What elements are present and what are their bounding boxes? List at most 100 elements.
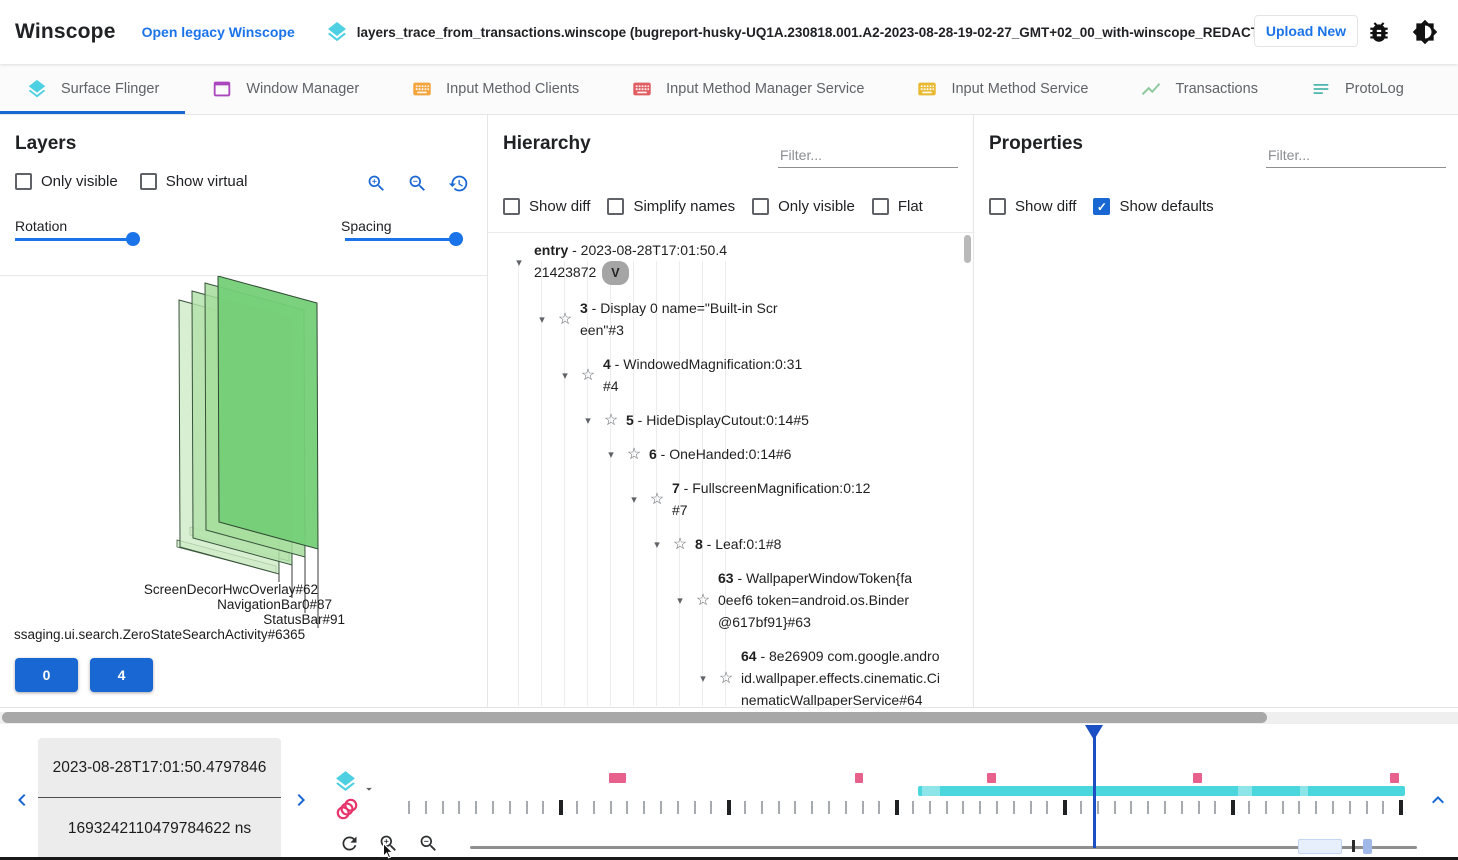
tree-node-entry[interactable]: ▾ entry - 2023-08-28T17:01:50.421423872 V (488, 233, 974, 291)
next-entry-icon[interactable] (289, 788, 313, 812)
transaction-tick[interactable] (442, 801, 444, 814)
timeline-zoom-out-icon[interactable] (418, 833, 439, 854)
transaction-tick[interactable] (845, 801, 847, 814)
simplify-names-checkbox[interactable]: Simplify names (607, 198, 735, 215)
layer-label[interactable]: ssaging.ui.search.ZeroStateSearchActivit… (14, 627, 306, 642)
tree-node-3[interactable]: ▾ ☆ 3 - Display 0 name="Built-in Screen"#3 (488, 291, 974, 347)
pin-star-icon[interactable]: ☆ (580, 367, 596, 384)
rotation-slider[interactable] (15, 232, 140, 246)
transaction-tick[interactable] (1366, 801, 1368, 814)
transaction-tick[interactable] (576, 801, 578, 814)
transaction-tick[interactable] (1315, 801, 1317, 814)
tab-input-method-clients[interactable]: Input Method Clients (385, 64, 605, 114)
only-visible-checkbox[interactable]: Only visible (752, 198, 855, 215)
collapse-arrow-icon[interactable]: ▾ (608, 448, 614, 461)
display-id-button[interactable]: 4 (90, 658, 153, 692)
show-diff-checkbox[interactable]: Show diff (989, 198, 1076, 215)
layer-label[interactable]: StatusBar#91 (263, 612, 345, 627)
checkbox-box[interactable] (503, 198, 520, 215)
transaction-tick[interactable] (526, 801, 528, 814)
tab-input-method-service[interactable]: Input Method Service (890, 64, 1114, 114)
transaction-tick[interactable] (744, 801, 746, 814)
transaction-tick[interactable] (710, 801, 712, 814)
timeline-cursor-line[interactable] (1093, 727, 1096, 848)
checkbox-box[interactable] (15, 173, 32, 190)
restore-view-icon[interactable] (448, 173, 469, 194)
pin-star-icon[interactable]: ☆ (718, 670, 734, 687)
transaction-tick[interactable] (929, 801, 931, 814)
show-virtual-checkbox[interactable]: Show virtual (139, 173, 247, 190)
transaction-tick[interactable] (1147, 801, 1149, 814)
transaction-tick[interactable] (1030, 801, 1032, 814)
timeline-zoom-in-icon[interactable] (378, 833, 399, 854)
transaction-tick[interactable] (946, 801, 948, 814)
checkbox-box[interactable]: ✓ (1093, 198, 1111, 215)
spacing-slider-thumb[interactable] (449, 232, 463, 246)
transaction-tick[interactable] (996, 801, 998, 814)
transition-marker[interactable] (987, 773, 996, 783)
transaction-tick[interactable] (1080, 801, 1082, 814)
collapse-arrow-icon[interactable]: ▾ (539, 313, 545, 326)
transaction-tick-major[interactable] (1231, 800, 1235, 815)
transaction-tick[interactable] (1332, 801, 1334, 814)
transaction-tick[interactable] (811, 801, 813, 814)
transaction-tick-major[interactable] (1063, 800, 1067, 815)
collapse-arrow-icon[interactable]: ▾ (700, 672, 706, 685)
transaction-tick[interactable] (408, 801, 410, 814)
transaction-tick[interactable] (761, 801, 763, 814)
transaction-tick-major[interactable] (1399, 800, 1403, 815)
transaction-tick[interactable] (828, 801, 830, 814)
transaction-tick-major[interactable] (559, 800, 563, 815)
tree-node-4[interactable]: ▾ ☆ 4 - WindowedMagnification:0:31#4 (488, 347, 974, 403)
collapse-arrow-icon[interactable]: ▾ (516, 256, 522, 269)
transaction-tick[interactable] (475, 801, 477, 814)
tab-protolog[interactable]: ProtoLog (1284, 64, 1430, 114)
tree-node-63[interactable]: ▾ ☆ 63 - WallpaperWindowToken{fa0eef6 toke… (488, 561, 974, 639)
show-defaults-checkbox[interactable]: ✓ Show defaults (1093, 198, 1214, 215)
minimap-handle[interactable] (1363, 839, 1372, 854)
timeline-refresh-icon[interactable] (339, 833, 360, 854)
flat-checkbox[interactable]: Flat (871, 198, 923, 215)
transaction-tick[interactable] (1097, 801, 1099, 814)
timeline-minimap-track[interactable] (470, 846, 1417, 849)
display-id-button[interactable]: 0 (15, 658, 78, 692)
tab-transactions[interactable]: Transactions (1114, 64, 1283, 114)
surfaceflinger-trace-bar[interactable] (918, 786, 1405, 796)
layers-3d-scene[interactable] (95, 276, 415, 656)
transaction-tick[interactable] (1114, 801, 1116, 814)
transaction-tick[interactable] (1248, 801, 1250, 814)
horizontal-scrollbar-thumb[interactable] (2, 712, 1267, 723)
transitions-trace-icon[interactable] (334, 796, 360, 822)
timestamp-human-field[interactable]: 2023-08-28T17:01:50.4797846 (38, 738, 281, 798)
layer-label[interactable]: NavigationBar0#87 (217, 597, 332, 612)
transaction-tick[interactable] (912, 801, 914, 814)
pin-star-icon[interactable]: ☆ (695, 592, 711, 609)
transaction-tick[interactable] (1382, 801, 1384, 814)
transaction-tick[interactable] (643, 801, 645, 814)
transition-marker[interactable] (855, 773, 863, 783)
transaction-tick[interactable] (1013, 801, 1015, 814)
show-diff-checkbox[interactable]: Show diff (503, 198, 590, 215)
report-bug-icon[interactable] (1366, 19, 1392, 45)
hierarchy-filter-input[interactable] (778, 143, 958, 168)
transaction-tick[interactable] (694, 801, 696, 814)
transaction-tick[interactable] (458, 801, 460, 814)
horizontal-scrollbar[interactable] (0, 712, 1458, 724)
checkbox-box[interactable] (871, 198, 889, 215)
checkbox-box[interactable] (989, 198, 1006, 215)
transaction-tick[interactable] (677, 801, 679, 814)
collapse-arrow-icon[interactable]: ▾ (654, 538, 660, 551)
transition-marker[interactable] (609, 773, 626, 783)
tree-scrollbar[interactable] (964, 235, 971, 263)
checkbox-box[interactable] (139, 173, 157, 190)
spacing-slider[interactable] (345, 232, 463, 246)
pin-star-icon[interactable]: ☆ (603, 412, 619, 429)
collapse-arrow-icon[interactable]: ▾ (562, 369, 568, 382)
pin-star-icon[interactable]: ☆ (626, 446, 642, 463)
transaction-tick[interactable] (1282, 801, 1284, 814)
tree-node-5[interactable]: ▾ ☆ 5 - HideDisplayCutout:0:14#5 (488, 403, 974, 437)
tree-node-7[interactable]: ▾ ☆ 7 - FullscreenMagnification:0:12#7 (488, 471, 974, 527)
rotation-slider-thumb[interactable] (126, 232, 140, 246)
collapse-arrow-icon[interactable]: ▾ (585, 414, 591, 427)
collapse-timeline-icon[interactable] (1426, 788, 1450, 812)
